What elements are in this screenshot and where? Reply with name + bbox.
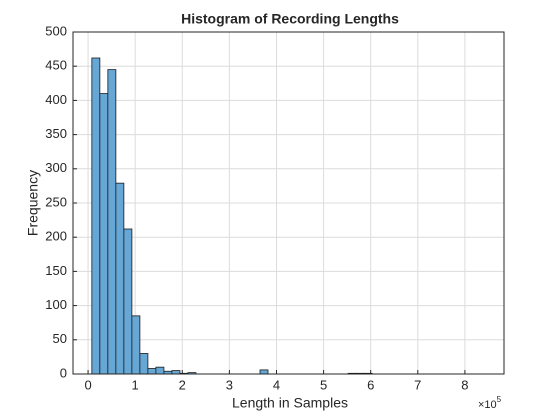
bar bbox=[123, 228, 133, 375]
x-tick-label: 0 bbox=[84, 377, 91, 392]
bar bbox=[155, 366, 165, 375]
y-tick-label: 300 bbox=[45, 160, 67, 175]
x-exponent: ×105 bbox=[478, 395, 502, 411]
bar bbox=[131, 315, 141, 375]
bar bbox=[147, 368, 157, 375]
y-tick-label: 400 bbox=[45, 92, 67, 107]
bar bbox=[107, 69, 117, 375]
y-tick-label: 100 bbox=[45, 297, 67, 312]
y-tick-label: 0 bbox=[60, 365, 67, 380]
x-tick-label: 2 bbox=[179, 377, 186, 392]
y-tick-label: 200 bbox=[45, 229, 67, 244]
y-tick-label: 350 bbox=[45, 126, 67, 141]
bar bbox=[139, 353, 149, 375]
x-tick-label: 6 bbox=[367, 377, 374, 392]
x-tick-label: 7 bbox=[414, 377, 421, 392]
y-tick-label: 50 bbox=[53, 331, 67, 346]
bar bbox=[259, 369, 269, 375]
bar bbox=[115, 182, 125, 375]
y-axis-label: Frequency bbox=[25, 170, 41, 236]
y-tick-label: 250 bbox=[45, 194, 67, 209]
x-tick-label: 8 bbox=[461, 377, 468, 392]
chart-title: Histogram of Recording Lengths bbox=[181, 11, 399, 27]
x-tick-label: 1 bbox=[132, 377, 139, 392]
x-tick-label: 3 bbox=[226, 377, 233, 392]
exponent-power: 5 bbox=[497, 395, 502, 404]
bar bbox=[99, 93, 109, 375]
y-tick-label: 450 bbox=[45, 58, 67, 73]
bar bbox=[91, 57, 101, 375]
exponent-base: ×10 bbox=[478, 399, 497, 411]
y-tick-label: 500 bbox=[45, 23, 67, 38]
y-tick-label: 150 bbox=[45, 263, 67, 278]
x-axis-label: Length in Samples bbox=[232, 395, 348, 411]
axes-box bbox=[72, 31, 505, 375]
x-tick-label: 4 bbox=[273, 377, 280, 392]
bar bbox=[171, 370, 181, 375]
x-tick-label: 5 bbox=[320, 377, 327, 392]
